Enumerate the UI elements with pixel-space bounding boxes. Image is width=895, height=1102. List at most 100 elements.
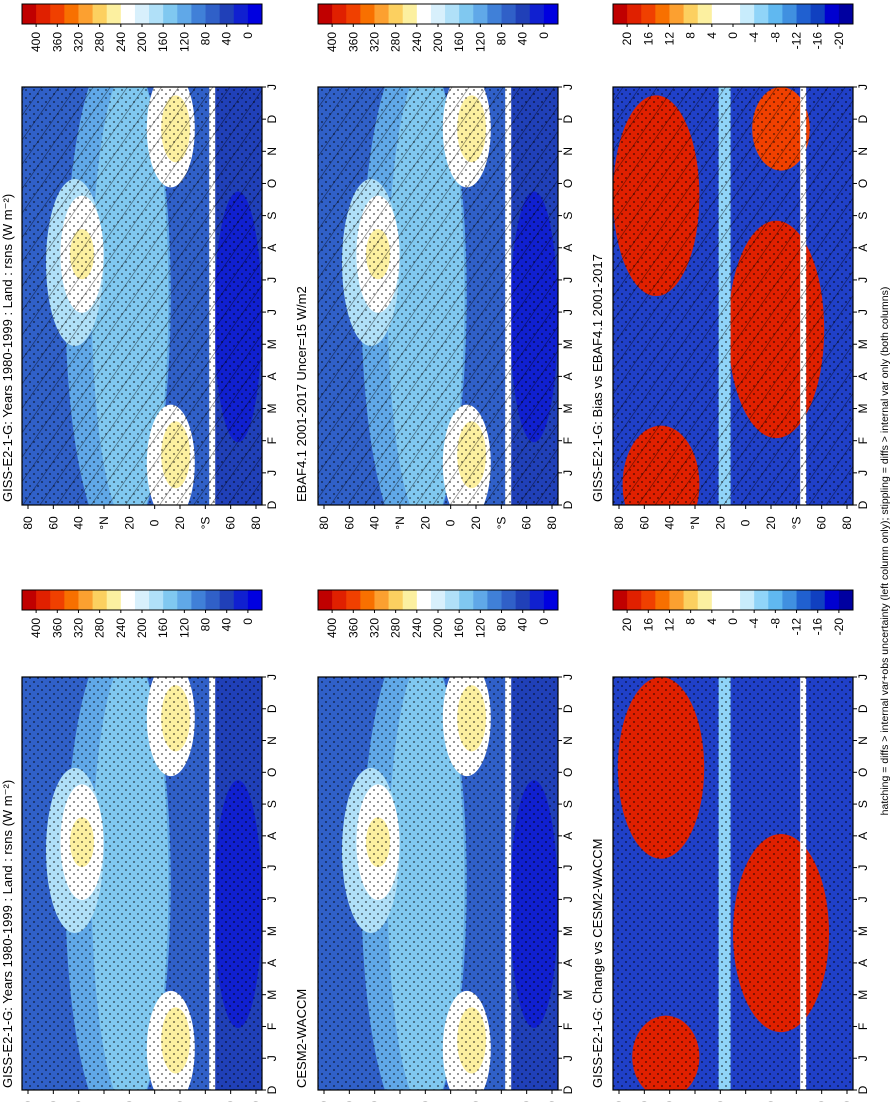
colorbar-tick-label: 320 bbox=[71, 32, 85, 52]
lat-tick-label: 60 bbox=[637, 516, 651, 530]
colorbar-swatch bbox=[459, 4, 474, 24]
plot-frame bbox=[317, 676, 559, 1091]
month-tick-label: M bbox=[265, 339, 279, 349]
colorbar-swatch bbox=[655, 590, 670, 610]
colorbar-tick-label: 40 bbox=[220, 618, 234, 632]
month-tick-label: J bbox=[265, 674, 279, 680]
month-tick-label: O bbox=[265, 179, 279, 188]
month-tick-label: J bbox=[856, 470, 870, 476]
colorbar-tick-label: 400 bbox=[29, 32, 43, 52]
month-tick-label: J bbox=[561, 84, 575, 90]
colorbar-tick-label: 160 bbox=[452, 32, 466, 52]
month-tick-label: J bbox=[856, 865, 870, 871]
colorbar-swatch bbox=[838, 590, 854, 610]
colorbar-swatch bbox=[824, 590, 840, 610]
colorbar-swatch bbox=[655, 4, 670, 24]
colorbar-swatch bbox=[669, 590, 684, 610]
colorbar-tick-label: 400 bbox=[325, 618, 339, 638]
colorbar-swatch bbox=[740, 590, 755, 610]
month-tick-label: D bbox=[856, 704, 870, 713]
month-tick-label: J bbox=[856, 674, 870, 680]
month-tick-label: M bbox=[856, 339, 870, 349]
colorbar-swatch bbox=[725, 4, 741, 24]
panel-title: GISS-E2-1-G: Years 1980-1999 : Land : rs… bbox=[0, 194, 15, 502]
month-tick-label: D bbox=[856, 1085, 870, 1094]
month-tick-label: J bbox=[856, 896, 870, 902]
colorbar-swatch bbox=[810, 590, 826, 610]
colorbar-swatch bbox=[740, 4, 755, 24]
colorbar-swatch bbox=[782, 590, 797, 610]
lat-tick-label: 60 bbox=[342, 516, 356, 530]
lat-tick-label: °N bbox=[688, 516, 702, 529]
month-tick-label: A bbox=[856, 244, 870, 252]
lat-tick-label: 60 bbox=[224, 516, 238, 530]
panel-left-middle: 400 360 320 280 240 200 160 120 80 40 0DJFMAMJJASO… bbox=[294, 3, 575, 530]
month-tick-label: J bbox=[561, 1055, 575, 1061]
figure-footnote: hatching = diffs > internal var+obs unce… bbox=[879, 287, 891, 816]
colorbar-tick-label: 80 bbox=[495, 32, 509, 46]
month-tick-label: S bbox=[265, 212, 279, 220]
colorbar-swatch bbox=[641, 4, 656, 24]
panel-title: GISS-E2-1-G: Change vs CESM2-WACCM bbox=[590, 839, 605, 1088]
month-tick-label: D bbox=[561, 1085, 575, 1094]
colorbar-swatch bbox=[529, 4, 545, 24]
lat-tick-label: °N bbox=[393, 516, 407, 529]
colorbar-swatch bbox=[543, 4, 559, 24]
colorbar-tick-label: 0 bbox=[537, 618, 551, 625]
colorbar-swatch bbox=[219, 590, 235, 610]
colorbar-swatch bbox=[445, 590, 460, 610]
colorbar-tick-label: 20 bbox=[620, 32, 634, 46]
month-tick-label: M bbox=[265, 404, 279, 414]
colorbar-tick-label: 320 bbox=[367, 32, 381, 52]
month-tick-label: A bbox=[561, 959, 575, 967]
month-tick-label: D bbox=[561, 704, 575, 713]
lat-tick-label: 40 bbox=[72, 516, 86, 530]
colorbar: 400 360 320 280 240 200 160 120 80 40 0 bbox=[21, 3, 263, 52]
month-tick-label: M bbox=[561, 990, 575, 1000]
colorbar-swatch bbox=[388, 590, 404, 610]
panel-title: GISS-E2-1-G: Years 1980-1999 : Land : rs… bbox=[0, 780, 15, 1088]
colorbar-swatch bbox=[697, 590, 713, 610]
colorbar-tick-label: 4 bbox=[705, 618, 719, 625]
colorbar-swatch bbox=[754, 590, 769, 610]
colorbar-swatch bbox=[711, 590, 727, 610]
colorbar-swatch bbox=[374, 4, 389, 24]
month-tick-label: N bbox=[561, 736, 575, 745]
colorbar-swatch bbox=[641, 590, 656, 610]
lat-tick-label: 60 bbox=[46, 516, 60, 530]
panel-left-top: 400 360 320 280 240 200 160 120 80 40 0DJFMAMJJASO… bbox=[0, 3, 279, 530]
colorbar-tick-label: 8 bbox=[684, 618, 698, 625]
colorbar-swatch bbox=[473, 590, 488, 610]
colorbar-swatch bbox=[346, 4, 361, 24]
month-tick-label: A bbox=[561, 372, 575, 380]
colorbar-swatch bbox=[416, 590, 432, 610]
colorbar: 400 360 320 280 240 200 160 120 80 40 0 bbox=[317, 3, 559, 52]
month-tick-label: N bbox=[265, 147, 279, 156]
colorbar-swatch bbox=[191, 590, 206, 610]
colorbar-swatch bbox=[36, 590, 51, 610]
colorbar-swatch bbox=[683, 4, 699, 24]
colorbar-tick-label: 0 bbox=[726, 618, 740, 625]
month-tick-label: J bbox=[265, 865, 279, 871]
colorbar-tick-label: 240 bbox=[114, 618, 128, 638]
colorbar-tick-label: 12 bbox=[662, 618, 676, 632]
colorbar-swatch bbox=[669, 4, 684, 24]
colorbar-tick-label: -8 bbox=[768, 618, 782, 629]
lat-tick-label: °S bbox=[494, 517, 508, 530]
month-tick-label: J bbox=[265, 277, 279, 283]
month-tick-label: O bbox=[265, 768, 279, 777]
colorbar-tick-label: 40 bbox=[516, 32, 530, 46]
stippling-overlay bbox=[22, 677, 262, 1090]
colorbar-swatch bbox=[50, 590, 65, 610]
colorbar-tick-label: -20 bbox=[832, 618, 846, 636]
month-tick-label: A bbox=[265, 244, 279, 252]
month-tick-label: M bbox=[561, 339, 575, 349]
colorbar-swatch bbox=[106, 4, 122, 24]
month-tick-label: A bbox=[856, 959, 870, 967]
stippling-overlay bbox=[318, 677, 558, 1090]
colorbar-swatch bbox=[22, 4, 37, 24]
colorbar-tick-label: 0 bbox=[726, 32, 740, 39]
month-tick-label: N bbox=[856, 736, 870, 745]
colorbar-swatch bbox=[92, 590, 108, 610]
colorbar-swatch bbox=[247, 590, 263, 610]
